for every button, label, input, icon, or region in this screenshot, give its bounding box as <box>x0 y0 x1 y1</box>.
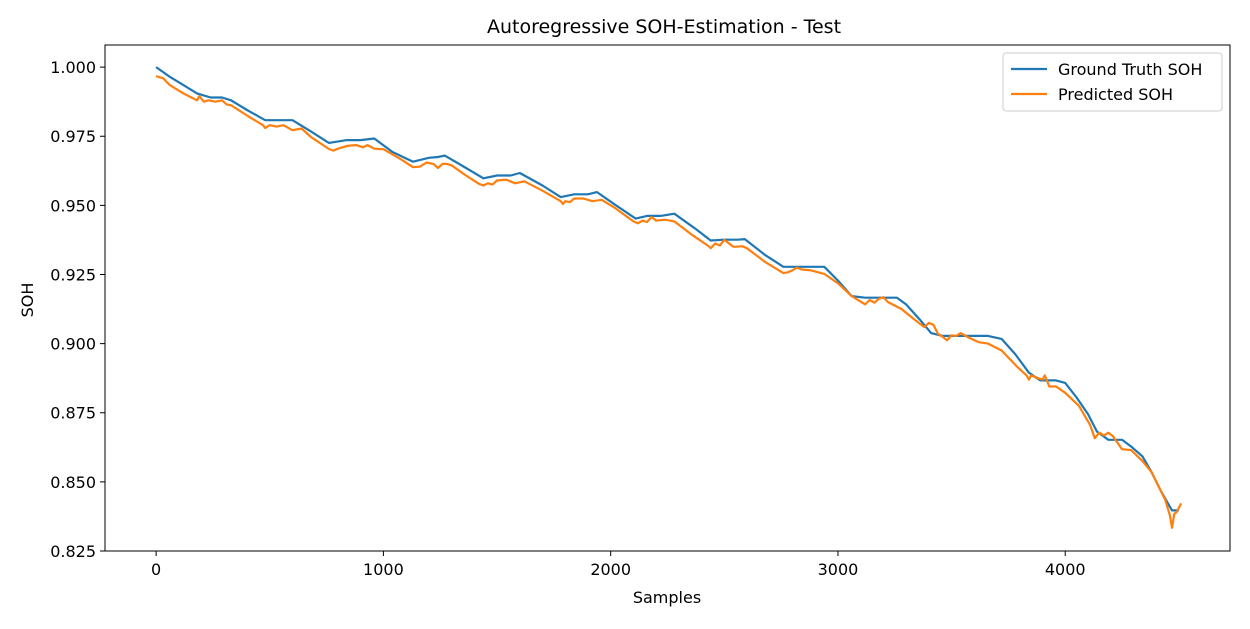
legend-box <box>1002 52 1223 112</box>
series-layer <box>155 66 1183 529</box>
y-tick-label: 0.950 <box>50 196 96 215</box>
legend-label-predicted: Predicted SOH <box>1058 85 1173 104</box>
y-tick-label: 0.850 <box>50 473 96 492</box>
x-tick-label: 2000 <box>590 560 631 579</box>
legend: Ground Truth SOH Predicted SOH <box>1002 52 1223 112</box>
x-tick-label: 3000 <box>818 560 859 579</box>
y-tick-label: 1.000 <box>50 58 96 77</box>
x-tick-label: 1000 <box>363 560 404 579</box>
y-axis-ticks: 0.825 0.850 0.875 0.900 0.925 0.950 0.975 1.000 <box>50 58 105 561</box>
x-tick-label: 4000 <box>1045 560 1086 579</box>
y-tick-label: 0.825 <box>50 542 96 561</box>
x-axis-label: Samples <box>633 588 701 607</box>
chart-title: Autoregressive SOH-Estimation - Test <box>487 16 841 38</box>
y-axis-label: SOH <box>18 283 37 318</box>
x-axis-ticks: 0 1000 2000 3000 4000 <box>151 551 1086 579</box>
y-tick-label: 0.875 <box>50 404 96 423</box>
x-tick-label: 0 <box>151 560 161 579</box>
plot-frame <box>104 44 1231 552</box>
y-tick-label: 0.900 <box>50 335 96 354</box>
y-tick-label: 0.975 <box>50 127 96 146</box>
series-line-predicted <box>155 75 1183 529</box>
legend-label-ground-truth: Ground Truth SOH <box>1058 60 1202 79</box>
y-tick-label: 0.925 <box>50 265 96 284</box>
series-line-ground-truth <box>155 66 1179 512</box>
